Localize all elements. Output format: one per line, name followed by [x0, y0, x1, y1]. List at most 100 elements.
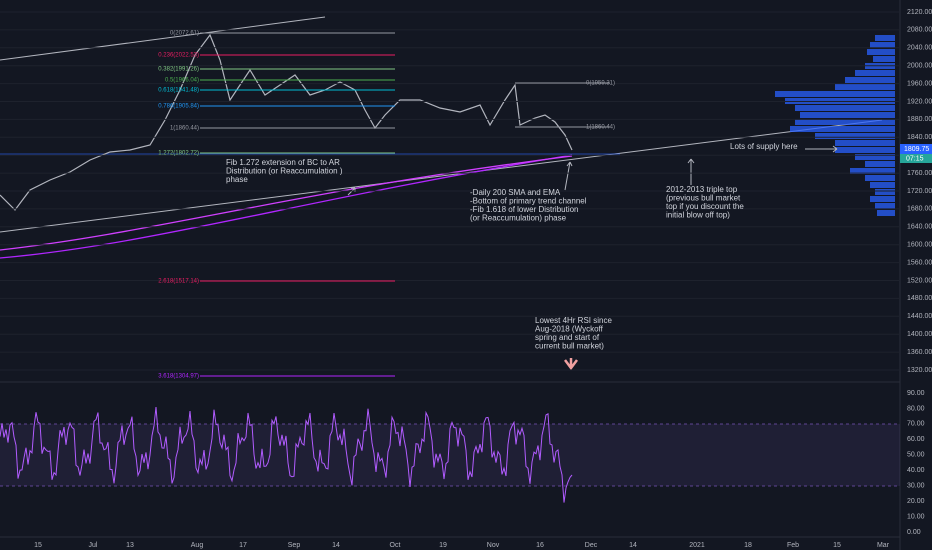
annotation: -Fib 1.618 of lower Distribution: [470, 205, 579, 214]
volume-bar: [795, 119, 895, 125]
price-tick: 2120.00: [907, 9, 932, 16]
price-tick: 1600.00: [907, 242, 932, 249]
volume-bar: [855, 70, 895, 76]
price-tick: 1840.00: [907, 134, 932, 141]
annotation: (or Reaccumulation) phase: [470, 214, 567, 223]
fib-label: 2.618(1517.14): [158, 279, 199, 285]
price-tick: 1320.00: [907, 367, 932, 374]
annotation: Aug-2018 (Wyckoff: [535, 325, 604, 334]
time-tick: Oct: [390, 542, 401, 549]
time-tick: 14: [629, 542, 637, 549]
sma-200: [0, 154, 573, 259]
volume-bar: [870, 182, 895, 188]
price-tick: 1440.00: [907, 313, 932, 320]
annotation: -Daily 200 SMA and EMA: [470, 188, 561, 197]
rsi-tick: 10.00: [907, 513, 925, 520]
rsi-tick: 70.00: [907, 421, 925, 428]
time-tick: Aug: [191, 542, 204, 549]
rsi-tick: 30.00: [907, 483, 925, 490]
volume-bar: [870, 42, 895, 48]
rsi-tick: 0.00: [907, 529, 921, 536]
annotation: Distribution (or Reaccumulation ): [226, 167, 343, 176]
time-tick: 15: [833, 542, 841, 549]
price-tick: 1560.00: [907, 259, 932, 266]
channel-top: [0, 16, 326, 61]
rsi-tick: 80.00: [907, 405, 925, 412]
volume-bar: [790, 126, 895, 132]
channel-bottom: [0, 119, 883, 233]
price-tick: 1480.00: [907, 295, 932, 302]
time-tick: Mar: [877, 542, 890, 549]
volume-bar: [855, 154, 895, 160]
annotation: top if you discount the: [666, 202, 744, 211]
fib-label: 0(1959.31): [586, 81, 615, 87]
price-tick: 1760.00: [907, 170, 932, 177]
price-tick: 1880.00: [907, 116, 932, 123]
volume-bar: [775, 91, 895, 97]
fib-label: 0(2072.61): [170, 31, 199, 37]
volume-bar: [800, 112, 895, 118]
volume-bar: [875, 189, 895, 195]
price-tag: [900, 144, 932, 154]
annotation: spring and start of: [535, 333, 600, 342]
countdown: 07:15: [906, 155, 924, 162]
countdown-tag: [900, 154, 932, 163]
annotation: -Bottom of primary trend channel: [470, 197, 587, 206]
volume-bar: [877, 210, 895, 216]
arrow-down: [564, 358, 578, 371]
price-series: [0, 33, 573, 211]
time-tick: Sep: [288, 542, 301, 549]
annotation: Lots of supply here: [730, 142, 798, 151]
annotation: Fib 1.272 extension of BC to AR: [226, 158, 340, 167]
rsi-tick: 20.00: [907, 498, 925, 505]
annotation: Lowest 4Hr RSI since: [535, 316, 612, 325]
volume-bar: [873, 56, 895, 62]
price-tick: 2000.00: [907, 63, 932, 70]
rsi-tick: 40.00: [907, 467, 925, 474]
price-tick: 1640.00: [907, 224, 932, 231]
rsi-tick: 60.00: [907, 436, 925, 443]
fib-label: 1(1860.44): [586, 125, 615, 131]
time-tick: 15: [34, 542, 42, 549]
time-tick: Feb: [787, 542, 799, 549]
volume-bar: [845, 77, 895, 83]
volume-bar: [870, 196, 895, 202]
annotation: current bull market): [535, 342, 604, 351]
price-tick: 1520.00: [907, 277, 932, 284]
price-tick: 1960.00: [907, 80, 932, 87]
last-price: 1809.75: [904, 146, 929, 153]
fib-label: 0.618(1941.48): [158, 88, 199, 94]
volume-bar: [865, 161, 895, 167]
time-tick: 13: [126, 542, 134, 549]
time-tick: Nov: [487, 542, 500, 549]
time-tick: 16: [536, 542, 544, 549]
time-tick: Jul: [89, 542, 98, 549]
time-tick: 2021: [689, 542, 705, 549]
arrow: [564, 161, 573, 191]
fib-label: 0.786(1905.84): [158, 104, 199, 110]
fib-label: 0.5(1966.04): [165, 78, 199, 84]
price-tick: 1720.00: [907, 188, 932, 195]
volume-bar: [815, 133, 895, 139]
fib-label: 1.272(1802.72): [158, 151, 199, 157]
volume-bar: [795, 105, 895, 111]
time-tick: 19: [439, 542, 447, 549]
arrow: [687, 158, 695, 185]
annotation: initial blow off top): [666, 211, 730, 220]
time-tick: Dec: [585, 542, 598, 549]
arrow: [805, 145, 838, 153]
annotation: (previous bull market: [666, 194, 741, 203]
volume-bar: [867, 49, 895, 55]
fib-label: 0.236(2022.53): [158, 53, 199, 59]
volume-bar: [835, 147, 895, 153]
price-tick: 1400.00: [907, 331, 932, 338]
volume-bar: [835, 84, 895, 90]
annotation: 2012-2013 triple top: [666, 185, 738, 194]
time-tick: 17: [239, 542, 247, 549]
price-tick: 1920.00: [907, 98, 932, 105]
rsi-line: [0, 407, 573, 503]
fib-label: 3.618(1304.97): [158, 374, 199, 380]
price-tick: 2040.00: [907, 45, 932, 52]
rsi-tick: 50.00: [907, 452, 925, 459]
